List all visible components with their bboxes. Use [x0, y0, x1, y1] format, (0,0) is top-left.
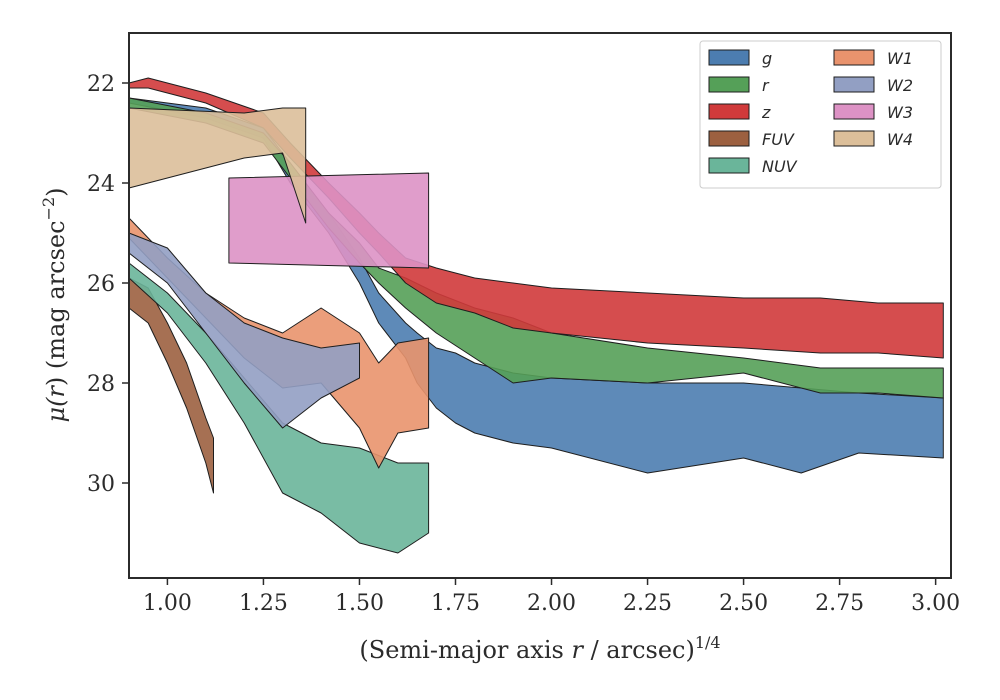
- legend-label-fuv: FUV: [762, 130, 795, 149]
- y-axis-label-close: ): [42, 187, 70, 196]
- legend-label-w1: W1: [887, 49, 913, 68]
- area-fuv: [128, 277, 214, 494]
- legend-label-g: g: [762, 49, 772, 68]
- legend-swatch-nuv: [708, 157, 750, 174]
- x-axis-label: (Semi-major axis r / arcsec)1/4: [359, 633, 720, 664]
- x-axis-label-exponent: 1/4: [695, 633, 721, 652]
- area-w2: [128, 232, 360, 429]
- x-tick-label: 2.50: [719, 591, 768, 616]
- legend-swatch-w1: [833, 49, 875, 66]
- x-tick-label: 1.75: [431, 591, 480, 616]
- x-tick-label: 2.00: [527, 591, 576, 616]
- y-tick-label: 22: [87, 72, 115, 97]
- legend-swatch-fuv: [708, 130, 750, 147]
- y-tick-label: 26: [87, 272, 115, 297]
- y-axis-label: μ(r) (mag arcsec−2): [39, 187, 70, 422]
- area-w3: [228, 172, 430, 269]
- y-axis-label-main: μ(: [42, 397, 70, 423]
- legend-label-w3: W3: [887, 103, 913, 122]
- legend-swatch-z: [708, 103, 750, 120]
- y-axis-label-exponent: −2: [39, 197, 58, 221]
- y-axis-label-unit: ) (mag arcsec: [42, 220, 70, 386]
- x-tick-label: 3.00: [911, 591, 960, 616]
- area-w4: [128, 107, 307, 224]
- area-g: [128, 97, 944, 474]
- legend-frame: [699, 40, 942, 189]
- x-tick-label: 1.25: [239, 591, 288, 616]
- x-tick-label: 2.75: [815, 591, 864, 616]
- legend-swatch-g: [708, 49, 750, 66]
- plot-frame: [128, 32, 952, 579]
- legend-swatch-w4: [833, 130, 875, 147]
- plot-areas: [128, 77, 944, 554]
- x-axis-label-unit: / arcsec): [583, 636, 695, 664]
- y-tick-label: 28: [87, 372, 115, 397]
- x-tick-label: 2.25: [623, 591, 672, 616]
- legend-label-r: r: [762, 76, 770, 95]
- x-tick-label: 1.00: [143, 591, 192, 616]
- legend-swatch-w3: [833, 103, 875, 120]
- legend-label-z: z: [761, 103, 771, 122]
- y-axis-label-var: r: [42, 385, 70, 398]
- legend-label-nuv: NUV: [762, 157, 798, 176]
- legend-swatch-w2: [833, 76, 875, 93]
- x-axis-label-var: r: [571, 636, 584, 664]
- legend-label-w4: W4: [887, 130, 913, 149]
- legend-label-w2: W2: [887, 76, 913, 95]
- x-tick-label: 1.50: [335, 591, 384, 616]
- x-axis-label-main: (Semi-major axis: [359, 636, 571, 664]
- legend: grz FUV NUV W1 W2 W3 W4: [699, 40, 942, 189]
- y-tick-label: 24: [87, 172, 115, 197]
- legend-swatch-r: [708, 76, 750, 93]
- y-tick-label: 30: [87, 472, 115, 497]
- y-axis: 22 24 26 28 30: [87, 72, 129, 497]
- x-axis: 1.00 1.25 1.50 1.75 2.00 2.25 2.50 2.75 3.00: [143, 578, 960, 616]
